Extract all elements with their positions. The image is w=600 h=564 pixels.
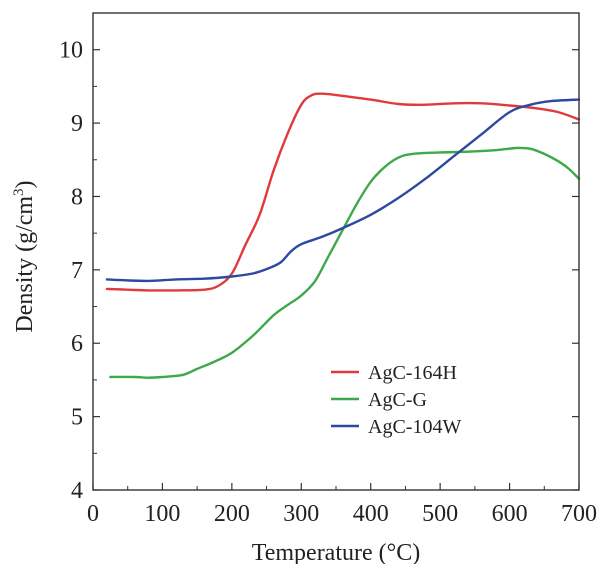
- y-axis-title: Density (g/cm3): [11, 180, 38, 332]
- y-tick-label: 8: [71, 184, 83, 210]
- y-axis-title-close: ): [12, 180, 38, 188]
- y-tick-label: 10: [59, 38, 83, 64]
- y-axis-title-main: Density (g/cm: [12, 196, 38, 333]
- y-tick-label: 7: [71, 258, 83, 284]
- legend-label-agc-164h: AgC-164H: [368, 362, 457, 384]
- legend-label-agc-104w: AgC-104W: [368, 416, 461, 438]
- series-layer: [105, 92, 581, 379]
- y-tick-label: 6: [71, 331, 83, 357]
- x-tick-label: 700: [561, 501, 597, 527]
- ticks-layer: 0 100 200 300 400 500 600 700 4 5 6 7 8 9 10: [59, 38, 597, 527]
- x-tick-label: 200: [214, 501, 250, 527]
- x-tick-label: 100: [144, 501, 180, 527]
- y-tick-label: 9: [71, 111, 83, 137]
- x-tick-label: 500: [422, 501, 458, 527]
- x-axis-title: Temperature (°C): [252, 540, 421, 564]
- y-axis-title-superscript: 3: [11, 188, 27, 196]
- y-tick-label: 5: [71, 405, 83, 431]
- x-tick-label: 0: [87, 501, 99, 527]
- x-tick-label: 300: [283, 501, 319, 527]
- x-tick-label: 400: [353, 501, 389, 527]
- legend-label-agc-g: AgC-G: [368, 389, 427, 411]
- plot-frame: [92, 12, 580, 491]
- series-line-agc-164h: [105, 92, 581, 292]
- x-tick-label: 600: [492, 501, 528, 527]
- series-line-agc-104w: [105, 98, 581, 283]
- legend: AgC-164H AgC-G AgC-104W: [331, 362, 461, 438]
- series-line-agc-g: [109, 146, 581, 379]
- y-tick-label: 4: [71, 478, 83, 504]
